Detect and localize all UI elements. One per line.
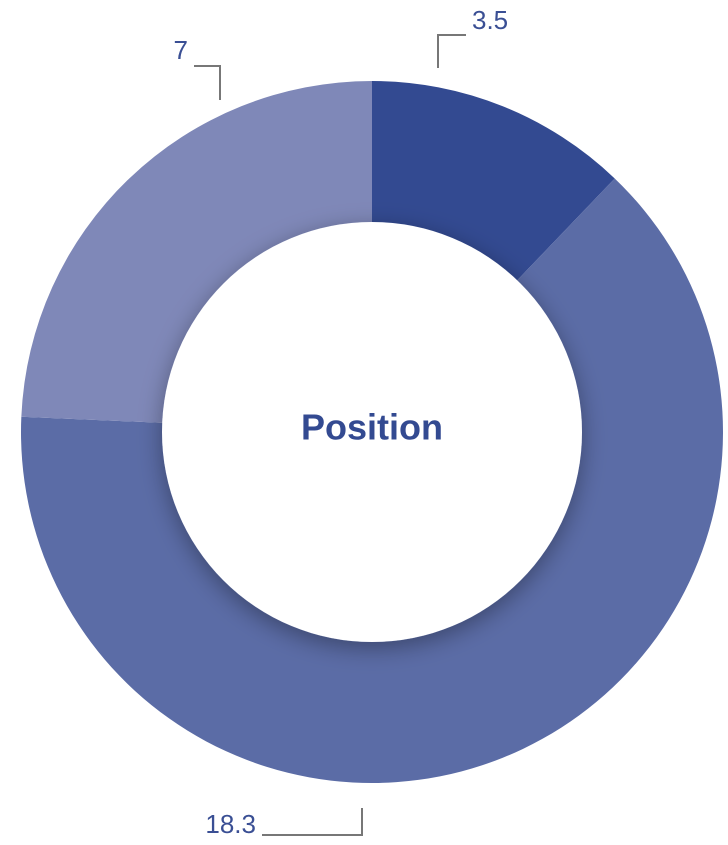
leader-line: [262, 808, 363, 836]
data-label: 3.5: [472, 5, 508, 35]
chart-title: Position: [301, 407, 443, 448]
slice: [21, 81, 372, 426]
leader-line: [437, 34, 466, 68]
leader-line: [194, 65, 221, 100]
data-label: 7: [174, 35, 188, 65]
donut-hole: [162, 222, 582, 642]
data-label: 18.3: [205, 809, 256, 839]
